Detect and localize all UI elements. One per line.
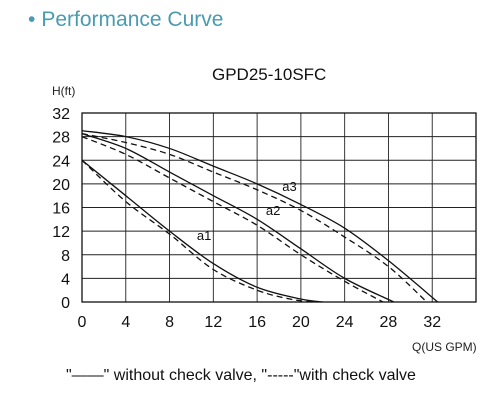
- x-tick-label: 8: [165, 314, 174, 331]
- series-line-a2-solid: [81, 133, 395, 303]
- y-axis-label: H(ft): [52, 84, 76, 98]
- series-line-a1-solid: [81, 159, 323, 303]
- section-title: Performance Curve: [41, 8, 224, 31]
- chart-ticks: 0 4 8 12 16 20 24 28 32 0 4 8 12 16 20 24 28 32: [52, 106, 441, 331]
- x-tick-label: 32: [423, 314, 441, 331]
- curve-label-a3: a3: [282, 179, 296, 194]
- series-line-a2-dashed: [81, 136, 384, 303]
- series-line-a3-solid: [81, 130, 439, 303]
- series-line-a1-dashed: [81, 159, 312, 303]
- series-line-a3-dashed: [81, 133, 428, 303]
- x-tick-label: 4: [121, 314, 130, 331]
- y-tick-label: 20: [52, 177, 70, 194]
- y-tick-label: 0: [61, 295, 70, 312]
- x-tick-label: 24: [336, 314, 354, 331]
- x-tick-label: 16: [248, 314, 266, 331]
- x-tick-label: 12: [204, 314, 222, 331]
- plot-frame: [81, 112, 477, 303]
- y-tick-label: 24: [52, 153, 70, 170]
- curve-label-a1: a1: [197, 228, 211, 243]
- y-tick-label: 12: [52, 224, 70, 241]
- chart-legend: "——" without check valve, "-----"with ch…: [66, 367, 416, 384]
- x-tick-label: 28: [380, 314, 398, 331]
- y-tick-label: 4: [61, 271, 70, 288]
- bullet-icon: •: [28, 8, 36, 31]
- y-tick-label: 32: [52, 106, 70, 123]
- chart-title: GPD25-10SFC: [212, 65, 327, 84]
- section-heading: • Performance Curve: [28, 8, 223, 32]
- chart-grid: [82, 113, 476, 302]
- y-tick-label: 8: [61, 248, 70, 265]
- x-tick-label: 0: [78, 314, 87, 331]
- chart-curves: [81, 130, 439, 303]
- curve-label-a2: a2: [266, 203, 280, 218]
- y-tick-label: 28: [52, 130, 70, 147]
- x-axis-label: Q(US GPM): [412, 340, 477, 354]
- x-tick-label: 20: [292, 314, 310, 331]
- y-tick-label: 16: [52, 201, 70, 218]
